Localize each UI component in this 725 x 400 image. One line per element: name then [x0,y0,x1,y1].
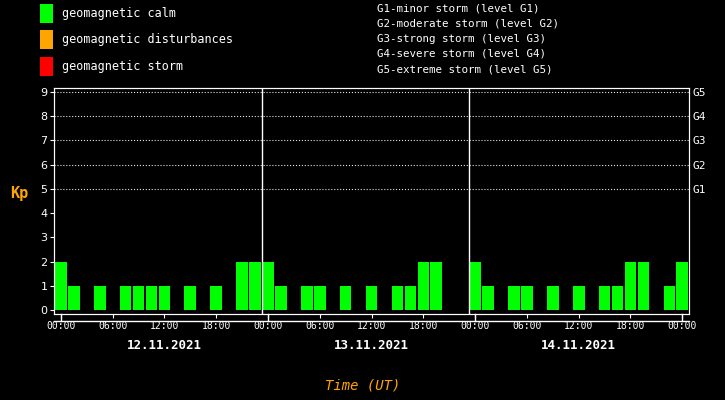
Bar [55,262,67,310]
Bar [405,286,416,310]
Bar [547,286,559,310]
Y-axis label: Kp: Kp [10,186,28,201]
FancyBboxPatch shape [40,57,53,76]
FancyBboxPatch shape [40,30,53,49]
Text: geomagnetic disturbances: geomagnetic disturbances [62,33,233,46]
Text: geomagnetic storm: geomagnetic storm [62,60,183,73]
Text: G4-severe storm (level G4): G4-severe storm (level G4) [377,49,546,59]
Bar [676,262,688,310]
Bar [146,286,157,310]
Bar [625,262,637,310]
FancyBboxPatch shape [40,4,53,23]
Bar [431,262,442,310]
Text: 14.11.2021: 14.11.2021 [541,339,616,352]
Bar [159,286,170,310]
Text: 13.11.2021: 13.11.2021 [334,339,409,352]
Bar [482,286,494,310]
Bar [637,262,650,310]
Bar [663,286,675,310]
Text: G1-minor storm (level G1): G1-minor storm (level G1) [377,3,539,13]
Bar [262,262,274,310]
Bar [210,286,222,310]
Text: G2-moderate storm (level G2): G2-moderate storm (level G2) [377,18,559,28]
Bar [418,262,429,310]
Bar [521,286,533,310]
Bar [599,286,610,310]
Bar [573,286,584,310]
Bar [340,286,352,310]
Bar [120,286,131,310]
Bar [508,286,520,310]
Text: G3-strong storm (level G3): G3-strong storm (level G3) [377,34,546,44]
Text: Time (UT): Time (UT) [325,379,400,393]
Bar [94,286,106,310]
Bar [314,286,326,310]
Bar [275,286,287,310]
Bar [612,286,624,310]
Bar [469,262,481,310]
Text: 12.11.2021: 12.11.2021 [127,339,202,352]
Bar [184,286,196,310]
Text: geomagnetic calm: geomagnetic calm [62,7,175,20]
Bar [392,286,403,310]
Bar [365,286,378,310]
Bar [236,262,248,310]
Bar [68,286,80,310]
Bar [301,286,312,310]
Text: G5-extreme storm (level G5): G5-extreme storm (level G5) [377,65,552,75]
Bar [249,262,261,310]
Bar [133,286,144,310]
